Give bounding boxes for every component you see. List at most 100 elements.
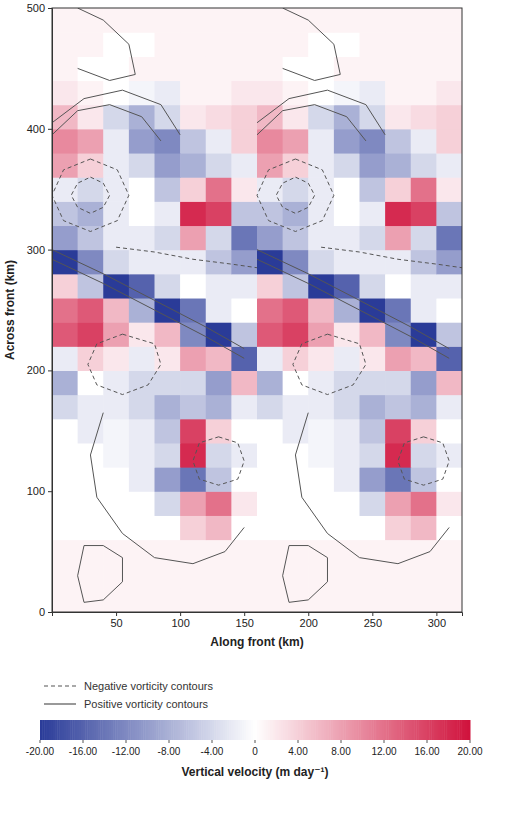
contour-line <box>52 259 244 358</box>
heatmap-cell <box>334 201 360 226</box>
tick-mark <box>372 612 373 616</box>
heatmap-cell <box>436 540 462 565</box>
heatmap-cell <box>411 32 437 57</box>
heatmap-cell <box>78 298 104 323</box>
contour-line <box>52 90 180 135</box>
heatmap-cell <box>411 201 437 226</box>
heatmap-cell <box>308 564 334 589</box>
heatmap-cell <box>360 225 386 250</box>
heatmap-cell <box>257 443 283 468</box>
heatmap-cell <box>155 540 181 565</box>
heatmap-cell <box>206 491 232 516</box>
heatmap-cell <box>411 153 437 178</box>
heatmap-cell <box>103 177 129 202</box>
heatmap-cell <box>334 274 360 299</box>
heatmap-cell <box>231 250 257 275</box>
heatmap-cell <box>78 201 104 226</box>
heatmap-cell <box>52 56 78 81</box>
heatmap-cell <box>257 515 283 540</box>
heatmap-cell <box>308 129 334 154</box>
heatmap-cell <box>308 443 334 468</box>
heatmap-cell <box>385 8 411 33</box>
heatmap-cell <box>129 564 155 589</box>
heatmap-cell <box>231 56 257 81</box>
heatmap-cell <box>257 467 283 492</box>
heatmap-cell <box>155 225 181 250</box>
colorbar-tick-label: 8.00 <box>331 746 351 757</box>
heatmap-cell <box>180 298 206 323</box>
heatmap-cell <box>52 177 78 202</box>
axis-line <box>48 9 53 613</box>
heatmap-cell <box>180 443 206 468</box>
heatmap-cell <box>436 225 462 250</box>
heatmap-cell <box>231 274 257 299</box>
heatmap-cell <box>257 56 283 81</box>
heatmap-cell <box>52 32 78 57</box>
heatmap-cell <box>308 225 334 250</box>
heatmap-cell <box>155 201 181 226</box>
heatmap-cell <box>308 419 334 444</box>
tick-label: 50 <box>110 617 122 629</box>
heatmap-cell <box>231 32 257 57</box>
legend: Negative vorticity contoursPositive vort… <box>44 680 213 710</box>
heatmap-cell <box>360 395 386 420</box>
heatmap-cell <box>283 8 309 33</box>
colorbar-tick-label: 4.00 <box>288 746 308 757</box>
heatmap-cell <box>385 419 411 444</box>
heatmap-cell <box>180 225 206 250</box>
heatmap-cell <box>129 515 155 540</box>
heatmap-cell <box>180 491 206 516</box>
tick-label: 200 <box>27 364 45 376</box>
heatmap-cell <box>385 32 411 57</box>
heatmap-cell <box>206 201 232 226</box>
heatmap-cell <box>283 129 309 154</box>
heatmap-cell <box>257 129 283 154</box>
heatmap-cell <box>411 491 437 516</box>
heatmap-cell <box>283 225 309 250</box>
heatmap-cell <box>206 540 232 565</box>
heatmap-cell <box>180 32 206 57</box>
heatmap-cell <box>283 540 309 565</box>
heatmap-cell <box>103 588 129 612</box>
heatmap-cell <box>334 540 360 565</box>
heatmap-cell <box>436 588 462 612</box>
tick: 0 <box>39 606 52 618</box>
heatmap-cell <box>206 80 232 105</box>
heatmap-cell <box>334 346 360 371</box>
heatmap-cell <box>231 105 257 130</box>
colorbar-tick <box>341 740 342 743</box>
heatmap-cell <box>385 588 411 612</box>
heatmap-cell <box>411 177 437 202</box>
heatmap-cell <box>436 8 462 33</box>
heatmap-cell <box>360 540 386 565</box>
heatmap-cell <box>206 515 232 540</box>
plot-area <box>52 8 462 612</box>
heatmap-cell <box>155 298 181 323</box>
heatmap-cell <box>436 56 462 81</box>
heatmap-cell <box>129 395 155 420</box>
contour-series <box>52 8 449 602</box>
heatmap-cell <box>52 588 78 612</box>
heatmap-cell <box>257 225 283 250</box>
heatmap-cell <box>155 395 181 420</box>
heatmap-cell <box>52 540 78 565</box>
heatmap-cell <box>129 298 155 323</box>
heatmap-cell <box>308 8 334 33</box>
heatmap-cell <box>180 346 206 371</box>
heatmap-cell <box>103 201 129 226</box>
contour-line <box>78 546 123 603</box>
heatmap-cell <box>411 298 437 323</box>
heatmap-cell <box>334 564 360 589</box>
heatmap-cell <box>436 298 462 323</box>
heatmap-cell <box>360 467 386 492</box>
heatmap-cell <box>206 564 232 589</box>
heatmap-cell <box>436 274 462 299</box>
heatmap-cell <box>78 370 104 395</box>
colorbar-tick-label: 20.00 <box>457 746 482 757</box>
colorbar-tick <box>126 740 127 743</box>
heatmap-cell <box>334 32 360 57</box>
heatmap-cell <box>257 250 283 275</box>
heatmap-cell <box>257 105 283 130</box>
heatmap-cell <box>129 274 155 299</box>
heatmap-cell <box>385 56 411 81</box>
